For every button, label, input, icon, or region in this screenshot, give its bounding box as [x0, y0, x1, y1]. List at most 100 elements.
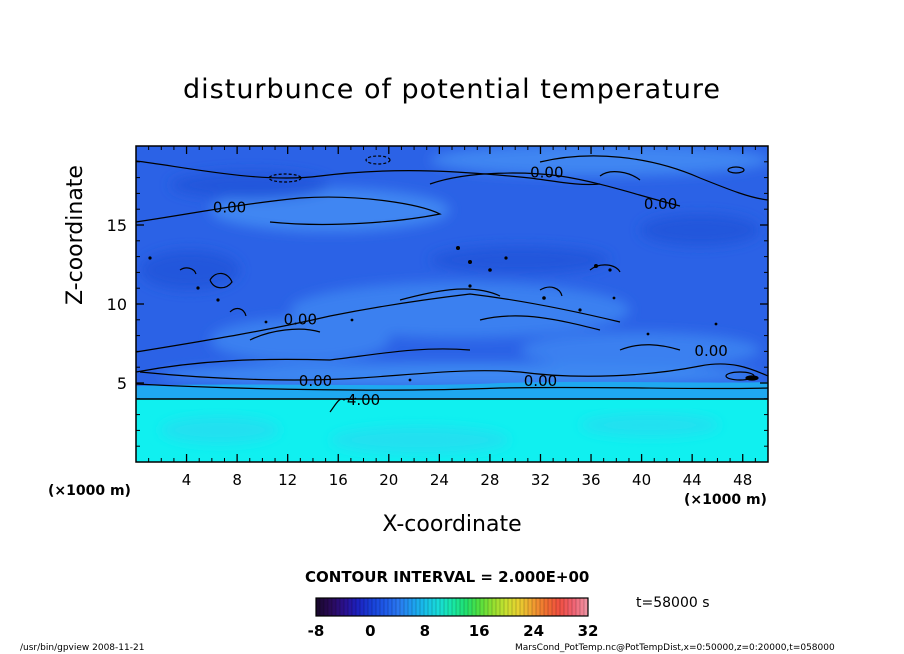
colorbar-swatch: [344, 598, 349, 616]
colorbar-swatch: [504, 598, 509, 616]
colorbar-swatch: [548, 598, 553, 616]
x-tick-label: 12: [278, 471, 297, 489]
colorbar-swatch: [328, 598, 333, 616]
colorbar-swatch: [448, 598, 453, 616]
colorbar-swatch: [440, 598, 445, 616]
contour-label: 0.00: [530, 164, 563, 182]
colorbar-swatch: [412, 598, 417, 616]
colorbar-swatch: [316, 598, 321, 616]
colorbar-swatch: [360, 598, 365, 616]
contour-label: 4.00: [347, 391, 380, 409]
colorbar-swatch: [428, 598, 433, 616]
y-tick-label: 5: [117, 374, 127, 393]
colorbar-swatch: [336, 598, 341, 616]
x-tick-label: 36: [581, 471, 600, 489]
colorbar-swatch: [524, 598, 529, 616]
colorbar-swatch: [348, 598, 353, 616]
colorbar-tick-label: 24: [523, 622, 544, 640]
x-tick-label: 44: [683, 471, 702, 489]
y-tick-label: 15: [107, 216, 127, 235]
colorbar-swatch: [532, 598, 537, 616]
colorbar-swatch: [544, 598, 549, 616]
colorbar-swatch: [464, 598, 469, 616]
x-tick-label: 16: [329, 471, 348, 489]
colorbar-swatch: [572, 598, 577, 616]
colorbar-swatch: [384, 598, 389, 616]
colorbar-swatch: [564, 598, 569, 616]
x-tick-label: 8: [232, 471, 242, 489]
colorbar-swatch: [472, 598, 477, 616]
heatmap-field: [136, 146, 768, 462]
colorbar-swatch: [476, 598, 481, 616]
x-tick-label: 4: [182, 471, 192, 489]
y-axis-ticks: 5 10 15: [107, 161, 768, 447]
x-axis-ticks: 4 8 12 16 20 24 28 32 36 40 44 48: [148, 146, 756, 489]
colorbar-swatch: [584, 598, 589, 616]
contour-label: 0.00: [213, 198, 246, 216]
colorbar-tick-label: 0: [365, 622, 375, 640]
colorbar-swatch: [528, 598, 533, 616]
field-texture: [140, 146, 768, 387]
field-lower-texture: [160, 413, 720, 454]
colorbar-swatch: [408, 598, 413, 616]
contour-label: 0.00: [524, 372, 557, 390]
colorbar-swatch: [512, 598, 517, 616]
contour-interval-label: CONTOUR INTERVAL = 2.000E+00: [305, 568, 590, 586]
colorbar-swatch: [392, 598, 397, 616]
y-axis-label: Z-coordinate: [63, 165, 88, 305]
colorbar-swatch: [444, 598, 449, 616]
colorbar-swatch: [420, 598, 425, 616]
colorbar-swatch: [488, 598, 493, 616]
colorbar-swatch: [424, 598, 429, 616]
colorbar-swatch: [484, 598, 489, 616]
colorbar-swatch: [456, 598, 461, 616]
colorbar-swatch: [452, 598, 457, 616]
contour-dots: [148, 246, 718, 382]
colorbar-swatch: [332, 598, 337, 616]
x-unit-right: (×1000 m): [684, 492, 767, 508]
colorbar-swatch: [356, 598, 361, 616]
colorbar-swatch: [460, 598, 465, 616]
colorbar-swatch: [396, 598, 401, 616]
colorbar-swatch: [496, 598, 501, 616]
colorbar-swatch: [372, 598, 377, 616]
chart-title: disturbunce of potential temperature: [183, 74, 721, 105]
x-tick-label: 28: [480, 471, 499, 489]
colorbar-frame: [315, 597, 589, 617]
colorbar-swatch: [520, 598, 525, 616]
colorbar-tick-label: 16: [469, 622, 490, 640]
contour-label: 0.00: [299, 372, 332, 390]
colorbar-swatch: [340, 598, 345, 616]
colorbar-swatch: [500, 598, 505, 616]
colorbar-swatch: [560, 598, 565, 616]
colorbar-tick-label: 8: [420, 622, 430, 640]
x-tick-label: 40: [632, 471, 651, 489]
colorbar-swatch: [536, 598, 541, 616]
x-tick-label: 32: [531, 471, 550, 489]
colorbar-swatch: [576, 598, 581, 616]
contour-lines: [136, 155, 768, 413]
colorbar-tick-label: -8: [308, 622, 325, 640]
footer-source: MarsCond_PotTemp.nc@PotTempDist,x=0:5000…: [515, 643, 835, 653]
footer-program: /usr/bin/gpview 2008-11-21: [20, 643, 145, 653]
colorbar-swatch: [468, 598, 473, 616]
contour-label: 0.00: [284, 311, 317, 329]
colorbar-swatch: [368, 598, 373, 616]
colorbar-swatch: [552, 598, 557, 616]
colorbar-swatch: [492, 598, 497, 616]
colorbar-swatch: [364, 598, 369, 616]
x-tick-label: 20: [379, 471, 398, 489]
field-lower-band: [136, 381, 768, 400]
contour-label: 0.00: [644, 195, 677, 213]
colorbar-swatch: [324, 598, 329, 616]
x-axis-label: X-coordinate: [382, 512, 522, 537]
colorbar-swatch: [320, 598, 325, 616]
colorbar-swatch: [516, 598, 521, 616]
colorbar-swatch: [352, 598, 357, 616]
colorbar-swatch: [376, 598, 381, 616]
colorbar-swatch: [388, 598, 393, 616]
colorbar-swatch: [580, 598, 585, 616]
y-tick-label: 10: [107, 295, 127, 314]
colorbar: -8 0 8 16 24 32: [308, 597, 598, 640]
